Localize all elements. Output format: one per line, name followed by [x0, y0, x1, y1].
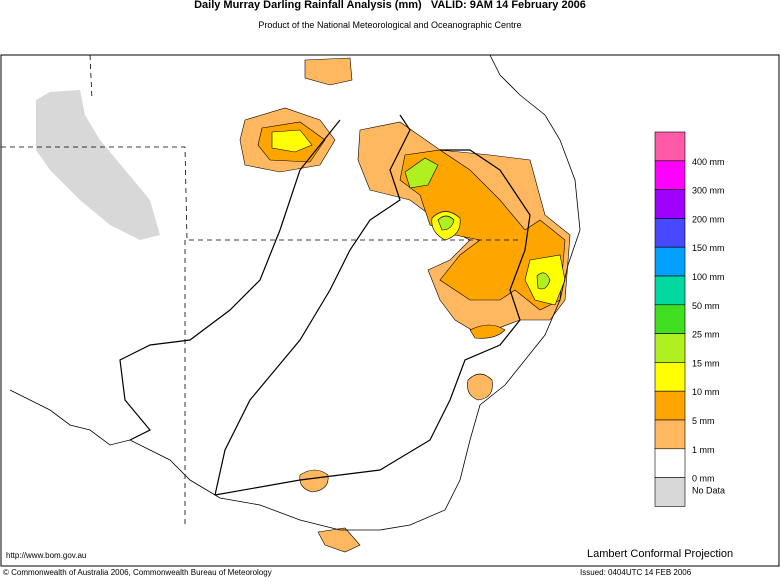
- legend-swatch: [654, 218, 686, 248]
- legend: 400 mm 300 mm 200 mm 150 mm 100 mm 50 mm 25 mm…: [654, 131, 725, 507]
- legend-swatch: [654, 448, 686, 478]
- map: [1, 54, 581, 553]
- subtitle: Product of the National Meteorological a…: [258, 20, 521, 30]
- legend-label: 25 mm: [692, 330, 720, 340]
- legend-swatch: [654, 333, 686, 363]
- legend-swatch: [654, 246, 686, 277]
- legend-swatch: [654, 160, 686, 190]
- legend-label: 300 mm: [692, 186, 725, 196]
- map-frame: [0, 54, 780, 567]
- legend-label: 0 mm: [692, 474, 715, 484]
- legend-label: 1 mm: [692, 445, 715, 455]
- legend-label: 50 mm: [692, 301, 720, 311]
- legend-swatch: [654, 275, 686, 306]
- legend-label: No Data: [692, 486, 725, 496]
- legend-label: 200 mm: [692, 214, 725, 224]
- legend-label: 15 mm: [692, 358, 720, 368]
- legend-swatch: [654, 390, 686, 421]
- url: http://www.bom.gov.au: [6, 551, 86, 560]
- legend-label: 150 mm: [692, 243, 725, 253]
- legend-label: 5 mm: [692, 416, 715, 426]
- legend-label: 100 mm: [692, 272, 725, 282]
- title: Daily Murray Darling Rainfall Analysis (…: [194, 0, 586, 11]
- legend-swatch: [654, 419, 686, 450]
- legend-swatch: [654, 189, 686, 219]
- legend-label: 400 mm: [692, 157, 725, 167]
- legend-swatch: [654, 362, 686, 392]
- copyright: © Commonwealth of Australia 2006, Common…: [3, 568, 272, 577]
- projection: Lambert Conformal Projection: [587, 548, 733, 560]
- legend-swatch: [654, 304, 686, 334]
- legend-label: 10 mm: [692, 387, 720, 397]
- legend-swatch: [654, 131, 686, 162]
- issued: Issued: 0404UTC 14 FEB 2006: [580, 568, 692, 577]
- legend-swatch: [654, 477, 686, 507]
